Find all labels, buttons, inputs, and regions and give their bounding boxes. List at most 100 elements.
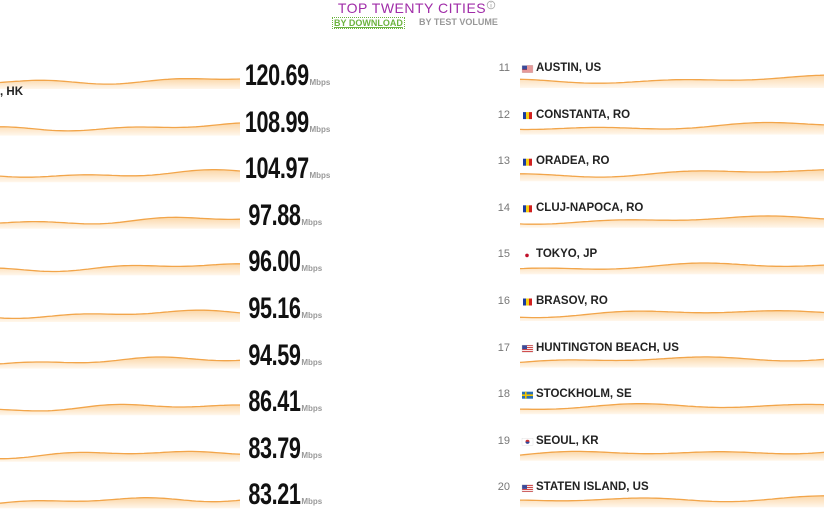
city-name[interactable]: STOCKHOLM, SE: [536, 388, 632, 401]
sparkline: [519, 356, 824, 364]
flag: [521, 484, 534, 493]
flag-dot: [525, 253, 529, 258]
flag: [522, 391, 533, 399]
sparkline: [519, 310, 824, 319]
flag: [523, 298, 532, 306]
speed-value: 97.88: [248, 198, 301, 232]
flag: [523, 112, 532, 120]
city-name[interactable]: STATEN ISLAND, US: [536, 481, 649, 494]
speed: 104.97Mbps: [230, 152, 350, 186]
city-name: , HK: [0, 85, 23, 98]
sparkline: [0, 263, 240, 273]
speed-unit: Mbps: [301, 450, 323, 460]
sparkline-area: [520, 169, 824, 182]
sparkline: [0, 122, 241, 132]
rank: 14: [497, 201, 510, 214]
sparkline-area: [520, 495, 824, 508]
sparkline-area: [520, 451, 824, 461]
speed-value: 120.69: [244, 59, 309, 92]
speed-value: 96.00: [248, 245, 301, 279]
flag-canton: [522, 65, 527, 70]
flag: [523, 158, 532, 166]
flag-circle: [525, 441, 530, 444]
speed-unit: Mbps: [301, 497, 323, 507]
rank: 18: [497, 388, 510, 401]
flag-band: [523, 205, 526, 213]
rank: 15: [497, 248, 510, 261]
sparkline: [519, 215, 824, 225]
speed-unit: Mbps: [309, 171, 331, 181]
flag-cross: [522, 394, 533, 396]
flag-band: [523, 112, 526, 120]
info-icon[interactable]: [486, 0, 496, 10]
sparkline-area: [520, 263, 824, 275]
city-name[interactable]: AUSTIN, US: [536, 62, 602, 74]
city-name[interactable]: BRASOV, RO: [536, 295, 608, 307]
flag-band: [526, 112, 529, 120]
sparkline: [520, 495, 824, 503]
speed-unit: Mbps: [309, 124, 331, 134]
sparkline: [519, 403, 824, 410]
sparkline: [0, 356, 241, 365]
flag-stripe: [522, 488, 533, 490]
sparkline: [0, 77, 241, 85]
flag: [521, 65, 534, 73]
flag-stripe: [522, 67, 533, 69]
city-name[interactable]: ORADEA, RO: [536, 155, 610, 168]
sparkline-area: [0, 497, 240, 509]
sparkline: [0, 497, 241, 504]
flag-canton: [522, 345, 527, 350]
speed-value: 83.79: [248, 431, 301, 465]
rank: 20: [497, 481, 510, 494]
sparkline: [0, 169, 241, 178]
flag-stripe: [522, 345, 533, 347]
city-name[interactable]: SEOUL, KR: [536, 434, 599, 447]
flag-band: [529, 112, 532, 120]
tab[interactable]: BY TEST VOLUME: [419, 17, 498, 27]
flag: [525, 253, 529, 258]
speed-unit: Mbps: [301, 357, 323, 367]
speed-value: 95.16: [248, 292, 301, 325]
flag-band: [526, 158, 529, 166]
flag-stripe: [522, 490, 533, 492]
sparkline-area: [0, 217, 240, 229]
flag-band: [526, 298, 529, 306]
speed: 96.00Mbps: [230, 245, 350, 279]
flag-band: [523, 298, 526, 306]
flag-stripe: [522, 484, 533, 486]
flag-stripe: [522, 349, 533, 351]
speed: 120.69Mbps: [230, 59, 350, 93]
city-name[interactable]: CLUJ-NAPOCA, RO: [536, 201, 644, 214]
tab[interactable]: BY DOWNLOAD: [332, 17, 405, 29]
sparkline: [519, 121, 824, 131]
speed-value: 94.59: [248, 338, 301, 372]
flag: [523, 205, 532, 213]
flag-stripe: [522, 71, 533, 73]
flag-band: [529, 158, 532, 166]
flag-band: [526, 205, 529, 213]
city-name[interactable]: TOKYO, JP: [536, 248, 598, 261]
speed-value: 86.41: [248, 385, 301, 419]
flag-stripe: [522, 69, 533, 71]
speed-unit: Mbps: [309, 78, 331, 87]
flag-canton: [522, 484, 527, 489]
sparkline-area: [0, 123, 240, 136]
city-name[interactable]: CONSTANTA, RO: [536, 108, 631, 121]
sparkline-area: [520, 356, 824, 368]
rank: 12: [497, 108, 510, 121]
speed: 83.21Mbps: [230, 478, 350, 512]
flag: [521, 438, 534, 446]
flag-band: [523, 158, 526, 166]
flag-border: [521, 344, 534, 353]
flag-stripe: [522, 351, 533, 353]
flag-stripe: [522, 347, 533, 349]
flag: [521, 344, 534, 353]
flag-border: [521, 65, 534, 73]
speed-value: 83.21: [248, 478, 301, 512]
flag-stripe: [522, 486, 533, 488]
city-name[interactable]: HUNTINGTON BEACH, US: [536, 341, 679, 354]
sparkline: [0, 309, 241, 320]
sparkline-area: [520, 122, 824, 135]
